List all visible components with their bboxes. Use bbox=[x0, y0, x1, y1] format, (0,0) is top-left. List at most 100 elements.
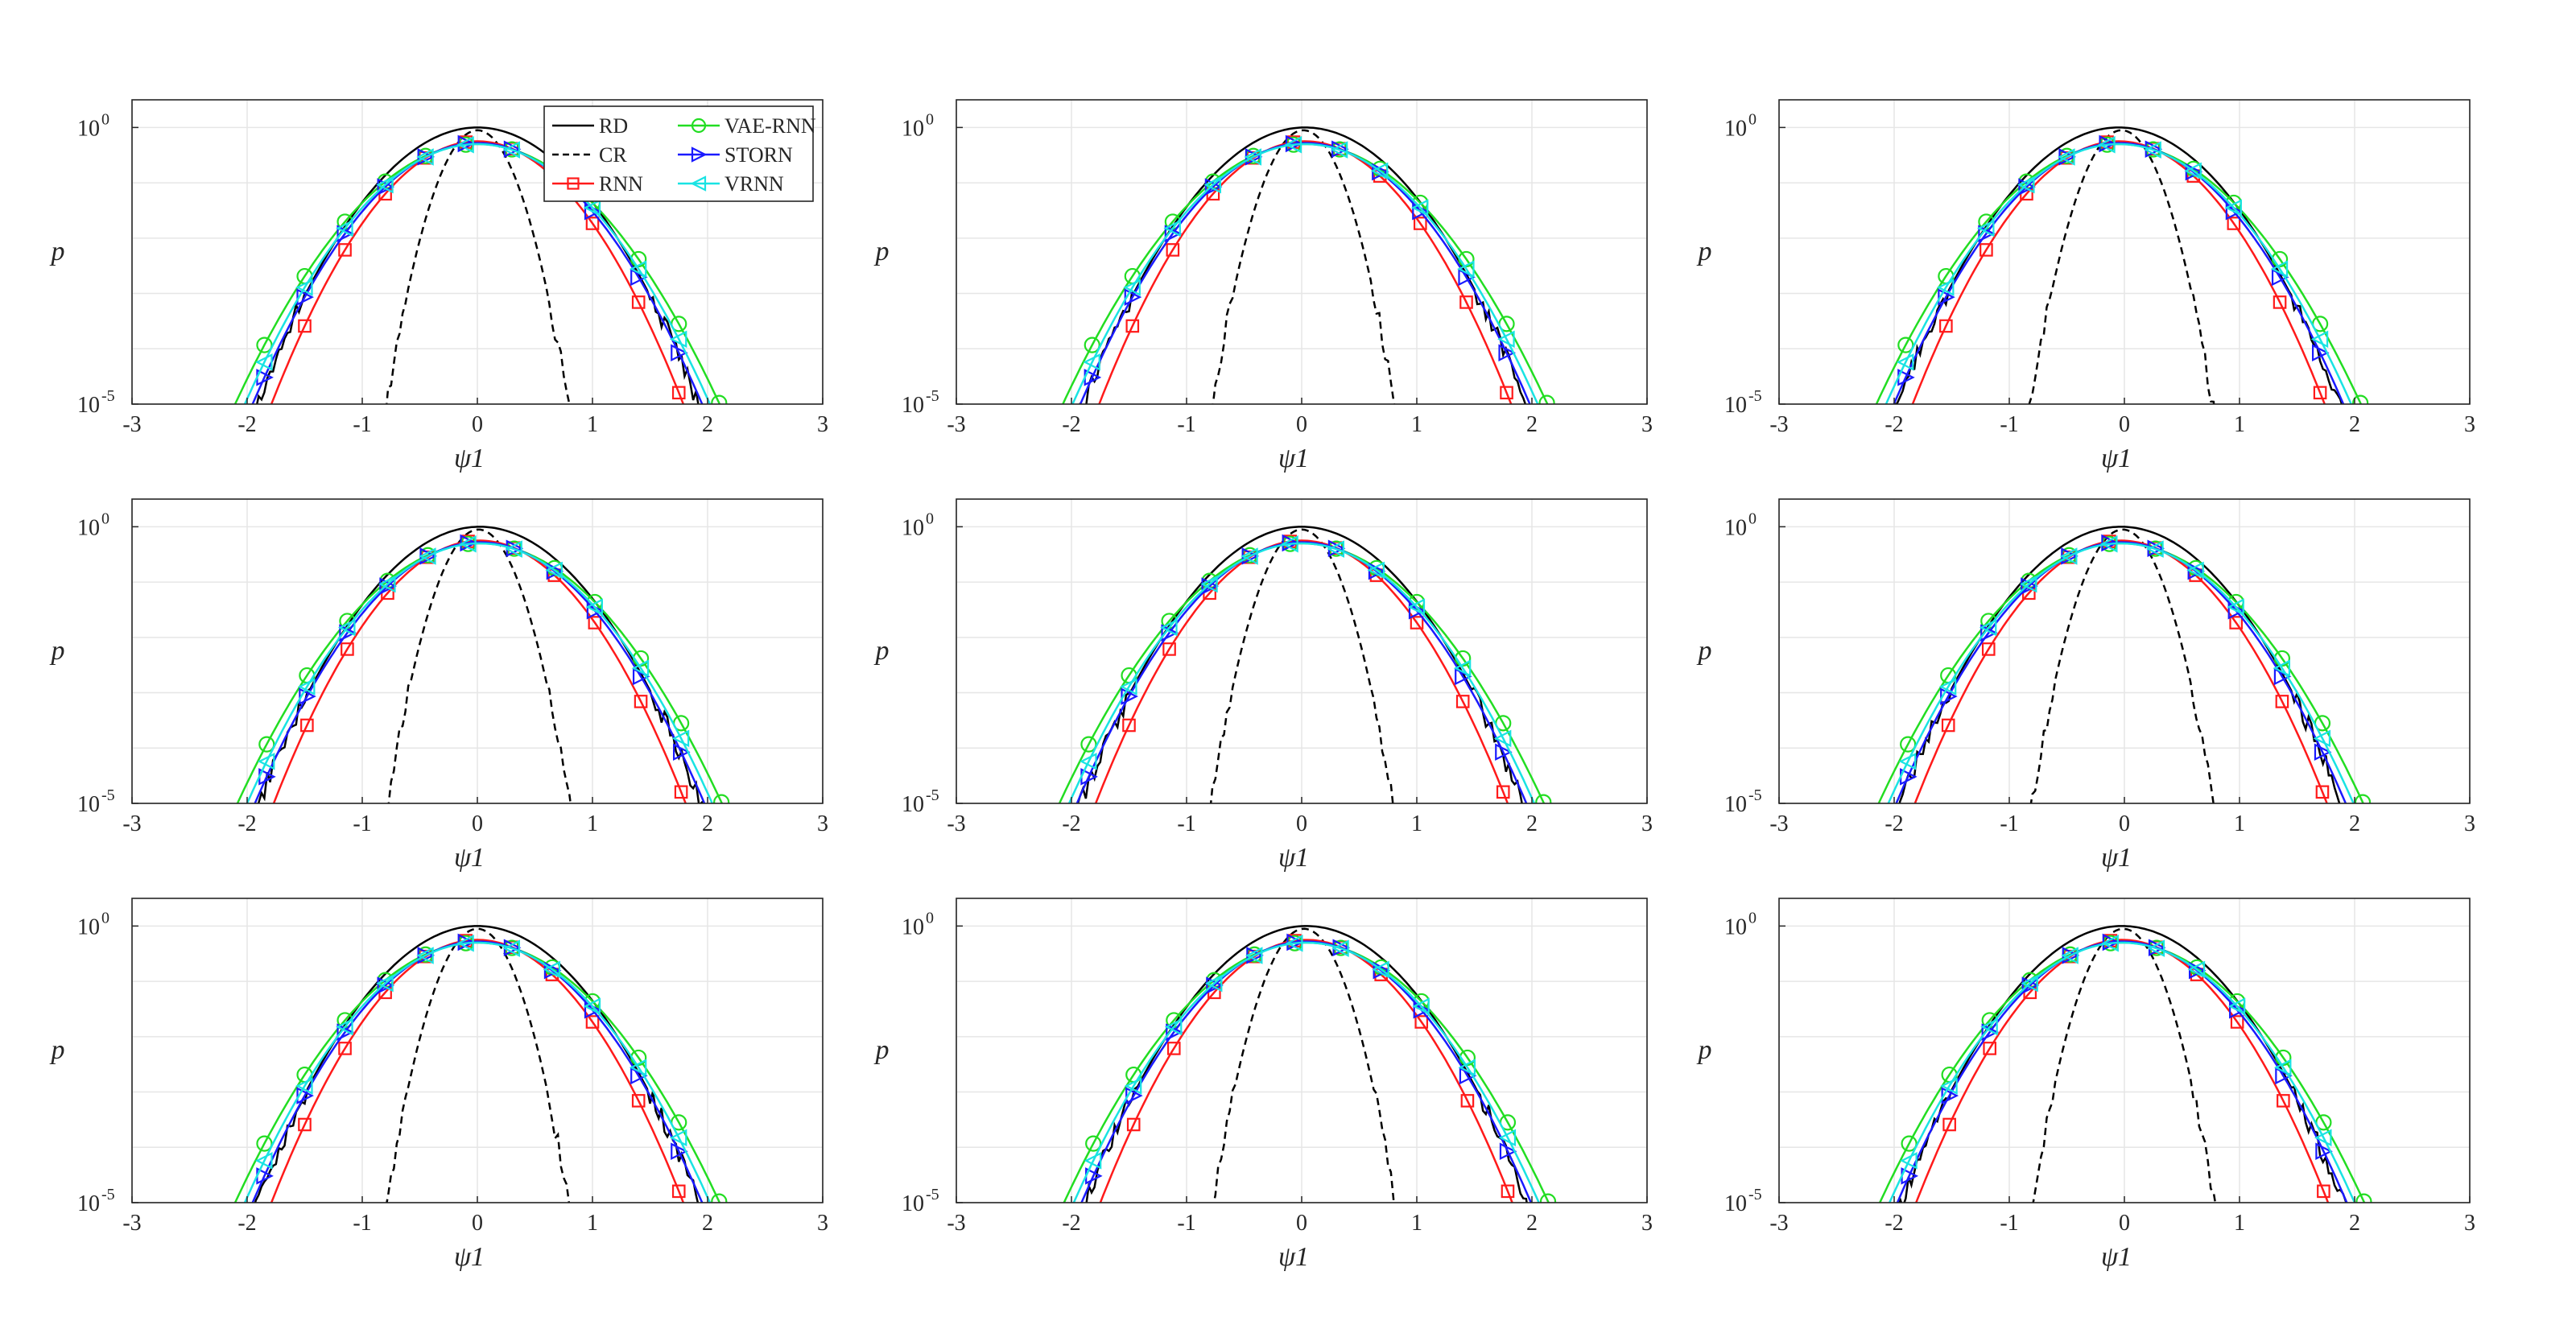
marker-storn bbox=[1938, 288, 1955, 306]
x-axis-label: ψ1 bbox=[454, 843, 485, 873]
marker-rnn bbox=[631, 295, 646, 309]
marker-vrnn bbox=[2227, 598, 2244, 616]
x-tick-label: 2 bbox=[702, 412, 713, 437]
marker-storn bbox=[1206, 976, 1224, 994]
marker-vrnn bbox=[2058, 148, 2075, 166]
x-axis-label: ψ1 bbox=[454, 444, 485, 473]
y-tick-exponent: -5 bbox=[101, 786, 115, 804]
marker-vrnn bbox=[1203, 175, 1221, 194]
marker-storn bbox=[2312, 344, 2330, 362]
x-tick-label: 2 bbox=[1526, 1211, 1538, 1236]
marker-vrnn bbox=[631, 659, 650, 677]
marker-rnn bbox=[1942, 1117, 1956, 1132]
x-tick-label: -3 bbox=[122, 811, 141, 836]
series-line-rd bbox=[1079, 126, 1527, 404]
series-line-rnn bbox=[270, 939, 685, 1203]
marker-vae-rnn bbox=[2355, 1193, 2372, 1203]
marker-rnn bbox=[2317, 1184, 2330, 1199]
marker-vae-rnn bbox=[1535, 794, 1552, 803]
marker-vrnn bbox=[545, 561, 563, 580]
series-line-rd bbox=[257, 526, 704, 803]
x-tick-label: 3 bbox=[2464, 1211, 2475, 1236]
marker-vrnn bbox=[2099, 535, 2118, 553]
y-tick-label: 10 bbox=[77, 914, 100, 939]
marker-rnn bbox=[300, 718, 314, 733]
y-tick-label: 10 bbox=[1724, 515, 1747, 540]
marker-vrnn bbox=[2144, 141, 2161, 159]
legend-marker bbox=[567, 177, 580, 190]
y-axis-label: p bbox=[874, 237, 890, 266]
y-tick-exponent: 0 bbox=[926, 510, 934, 527]
x-tick-label: -2 bbox=[1062, 1211, 1080, 1236]
marker-rnn bbox=[2315, 785, 2330, 799]
marker-vrnn bbox=[1940, 1077, 1958, 1095]
marker-vrnn bbox=[1458, 1059, 1476, 1076]
x-axis-label: ψ1 bbox=[2101, 444, 2132, 473]
x-tick-label: -3 bbox=[1769, 811, 1788, 836]
x-tick-label: -1 bbox=[2000, 1211, 2018, 1236]
y-tick-label: 10 bbox=[77, 1191, 100, 1216]
marker-vrnn bbox=[583, 199, 601, 217]
x-tick-label: 0 bbox=[1296, 412, 1307, 437]
series-group bbox=[1062, 126, 1555, 404]
marker-vrnn bbox=[2061, 947, 2079, 964]
y-tick-label: 10 bbox=[1724, 116, 1747, 141]
marker-rnn bbox=[634, 695, 648, 708]
marker-vrnn bbox=[1204, 974, 1223, 993]
x-tick-label: 2 bbox=[1526, 412, 1538, 437]
marker-rnn bbox=[338, 1042, 352, 1055]
marker-vrnn bbox=[1898, 753, 1917, 770]
x-axis-label: ψ1 bbox=[2101, 1242, 2132, 1272]
y-tick-exponent: 0 bbox=[1748, 510, 1757, 527]
x-tick-label: -1 bbox=[353, 1211, 371, 1236]
marker-rnn bbox=[2230, 1015, 2244, 1029]
marker-storn bbox=[2101, 534, 2119, 552]
y-tick-exponent: 0 bbox=[926, 110, 934, 128]
marker-storn bbox=[2021, 976, 2040, 994]
series-line-cr bbox=[387, 528, 572, 803]
marker-rnn bbox=[1410, 616, 1424, 629]
marker-vrnn bbox=[336, 1017, 353, 1036]
y-tick-exponent: 0 bbox=[1748, 110, 1757, 128]
y-tick-label: 10 bbox=[1724, 1191, 1747, 1216]
marker-vrnn bbox=[1372, 960, 1389, 979]
x-tick-label: 3 bbox=[2464, 412, 2475, 437]
series-line-rd bbox=[255, 126, 700, 404]
marker-vrnn bbox=[1163, 219, 1181, 237]
marker-vrnn bbox=[543, 960, 561, 979]
series-group bbox=[233, 126, 728, 404]
marker-vrnn bbox=[671, 729, 690, 748]
x-tick-label: 1 bbox=[1411, 811, 1422, 836]
marker-vrnn bbox=[1367, 561, 1385, 580]
marker-vae-rnn bbox=[711, 394, 728, 404]
marker-storn bbox=[2099, 134, 2117, 153]
marker-storn bbox=[1459, 1067, 1477, 1085]
y-tick-label: 10 bbox=[1724, 914, 1747, 939]
marker-rnn bbox=[1126, 1117, 1141, 1132]
marker-vae-rnn bbox=[711, 1193, 728, 1203]
x-tick-label: 0 bbox=[2119, 412, 2130, 437]
x-tick-label: 0 bbox=[472, 811, 483, 836]
marker-vae-rnn bbox=[256, 1135, 273, 1152]
marker-storn bbox=[1201, 577, 1220, 595]
marker-rnn bbox=[338, 243, 352, 257]
series-line-vrnn bbox=[1887, 542, 2355, 803]
x-tick-label: 1 bbox=[2234, 811, 2245, 836]
marker-vrnn bbox=[629, 1059, 647, 1076]
y-axis-label: p bbox=[1697, 1035, 1712, 1065]
x-tick-label: -2 bbox=[1062, 811, 1080, 836]
x-tick-label: -2 bbox=[1062, 412, 1080, 437]
marker-vrnn bbox=[1245, 947, 1263, 964]
marker-storn bbox=[377, 178, 395, 196]
marker-storn bbox=[1121, 687, 1138, 705]
y-axis-label: p bbox=[50, 636, 65, 666]
marker-storn bbox=[1978, 225, 1996, 242]
marker-storn bbox=[296, 1087, 314, 1104]
series-line-cr bbox=[1212, 927, 1396, 1203]
marker-vrnn bbox=[1900, 1152, 1918, 1170]
marker-storn bbox=[379, 577, 397, 595]
x-tick-label: 3 bbox=[1641, 412, 1653, 437]
marker-vrnn bbox=[254, 1152, 273, 1170]
marker-storn bbox=[1285, 134, 1303, 153]
